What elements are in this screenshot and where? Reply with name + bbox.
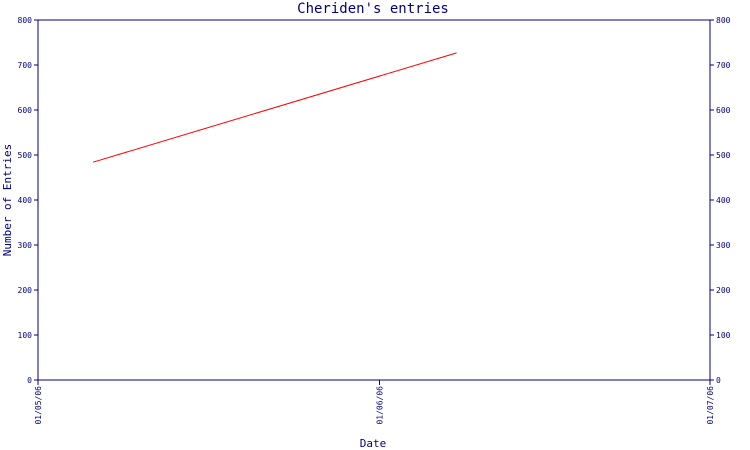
y-tick-label-right-2: 200 <box>716 286 731 295</box>
chart-title: Cheriden's entries <box>297 1 449 17</box>
series-group <box>92 52 457 163</box>
series-line-0 <box>92 52 457 163</box>
x-tick-label-1: 01/06/06 <box>376 386 385 425</box>
x-axis: 01/05/06 01/06/06 01/07/06 <box>34 380 715 425</box>
y-tick-label-left-6: 600 <box>18 106 33 115</box>
y-tick-label-right-0: 0 <box>716 376 721 385</box>
y-axis-right: 0 100 200 300 400 500 600 700 800 <box>710 16 731 385</box>
y-tick-label-left-3: 300 <box>18 241 33 250</box>
y-axis-label: Number of Entries <box>1 144 14 257</box>
y-tick-label-right-5: 500 <box>716 151 731 160</box>
y-tick-label-right-1: 100 <box>716 331 731 340</box>
x-tick-label-2: 01/07/06 <box>706 386 715 425</box>
y-tick-label-right-6: 600 <box>716 106 731 115</box>
y-axis-left: 0 100 200 300 400 500 600 700 800 <box>18 16 38 385</box>
y-tick-label-left-0: 0 <box>27 376 32 385</box>
plot-frame <box>37 19 711 381</box>
y-tick-label-right-8: 800 <box>716 16 731 25</box>
y-tick-label-right-3: 300 <box>716 241 731 250</box>
x-tick-label-0: 01/05/06 <box>34 386 43 425</box>
y-tick-label-left-7: 700 <box>18 61 33 70</box>
y-tick-label-right-4: 400 <box>716 196 731 205</box>
x-axis-label: Date <box>360 437 387 450</box>
y-tick-label-right-7: 700 <box>716 61 731 70</box>
y-tick-label-left-4: 400 <box>18 196 33 205</box>
y-tick-label-left-8: 800 <box>18 16 33 25</box>
y-tick-label-left-2: 200 <box>18 286 33 295</box>
y-tick-label-left-5: 500 <box>18 151 33 160</box>
y-tick-label-left-1: 100 <box>18 331 33 340</box>
